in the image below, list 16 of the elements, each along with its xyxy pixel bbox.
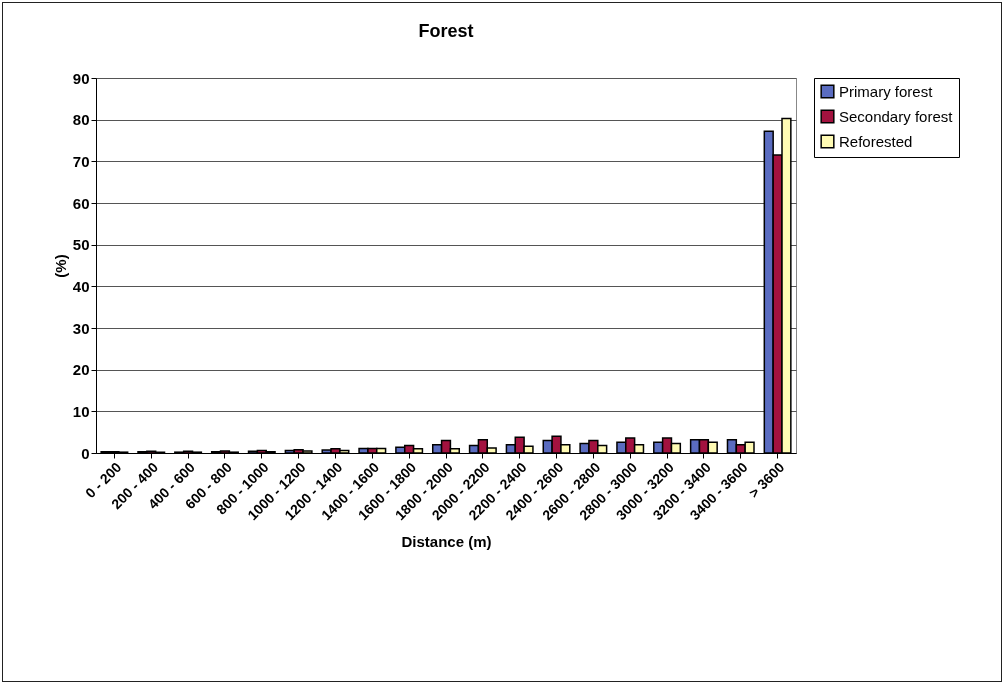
y-tick-label: 20 [72, 361, 90, 379]
legend-label: Reforested [839, 132, 913, 150]
y-tick-label: 70 [72, 152, 90, 170]
legend-label: Secondary forest [839, 107, 954, 125]
x-axis-title: Distance (m) [401, 533, 492, 551]
y-tick-label: 30 [72, 319, 90, 337]
legend-label: Primary forest [839, 82, 934, 100]
chart-title: Forest [418, 21, 474, 41]
y-tick-label: 40 [72, 277, 90, 295]
y-axis-title: (%) [51, 254, 69, 278]
y-tick-label: 50 [72, 236, 90, 254]
y-tick-label: 80 [72, 111, 90, 129]
y-tick-label: 0 [81, 444, 90, 462]
y-tick-label: 60 [72, 194, 90, 212]
y-tick-label: 10 [72, 402, 90, 420]
y-tick-label: 90 [72, 69, 90, 87]
